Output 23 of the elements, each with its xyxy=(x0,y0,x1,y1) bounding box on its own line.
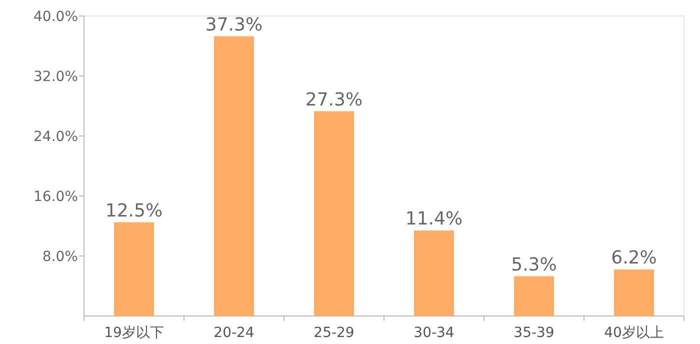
x-tick-label: 30-34 xyxy=(414,325,454,341)
x-tick-label: 35-39 xyxy=(514,325,554,341)
data-label: 27.3% xyxy=(305,89,363,110)
x-tick-label: 40岁以上 xyxy=(604,325,664,341)
bar xyxy=(614,270,654,316)
y-tick-label: 40.0% xyxy=(34,9,78,25)
data-label: 12.5% xyxy=(105,200,163,222)
bar xyxy=(514,276,554,316)
x-tick-label: 19岁以下 xyxy=(104,325,164,341)
data-label: 11.4% xyxy=(405,208,463,230)
bar xyxy=(114,222,154,316)
data-label: 5.3% xyxy=(511,254,557,276)
bar xyxy=(214,36,254,316)
y-tick-label: 8.0% xyxy=(42,249,78,265)
data-label: 37.3% xyxy=(205,14,263,36)
x-tick-label: 20-24 xyxy=(214,325,254,341)
x-tick-label: 25-29 xyxy=(314,325,354,341)
bar xyxy=(414,230,454,316)
y-tick-label: 24.0% xyxy=(34,129,78,145)
bar xyxy=(314,111,354,316)
data-label: 6.2% xyxy=(611,248,657,268)
y-tick-label: 32.0% xyxy=(34,69,78,85)
y-tick-label: 16.0% xyxy=(34,189,78,205)
